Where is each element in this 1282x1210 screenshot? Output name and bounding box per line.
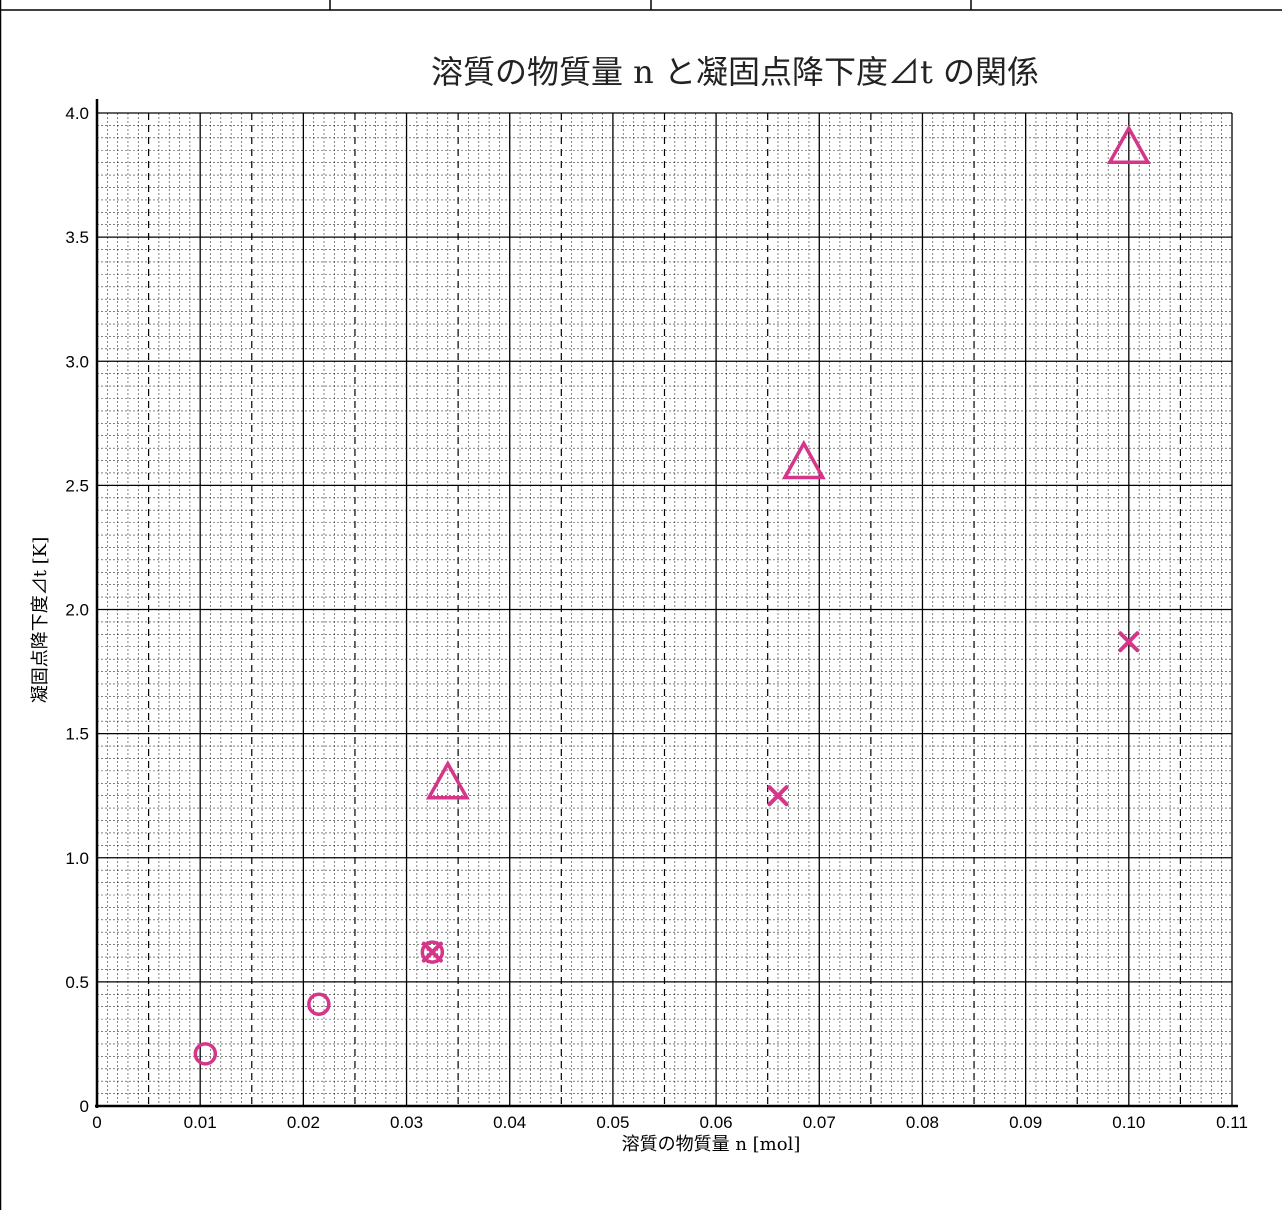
x-tick-labels: 0 0.01 0.02 0.03 0.04 0.05 0.06 0.07 0.08 0.09 0.1… (92, 1113, 1248, 1132)
chart-title: 溶質の物質量 n と凝固点降下度⊿t の関係 (431, 53, 1039, 91)
y-tick-labels: 0 0.5 1.0 1.5 2.0 2.5 3.0 3.5 4.0 (65, 104, 89, 1116)
y-tick-label: 0.5 (65, 973, 89, 992)
axes (95, 99, 1238, 1108)
x-tick-label: 0.04 (493, 1113, 526, 1132)
y-axis-label: 凝固点降下度⊿t [K] (30, 537, 51, 703)
cross-marker (767, 785, 789, 807)
y-tick-label: 1.5 (65, 725, 89, 744)
x-tick-label: 0.10 (1112, 1113, 1145, 1132)
cross-marker (1118, 631, 1140, 653)
cross-marker-stroke (1118, 631, 1140, 653)
y-tick-label: 3.0 (65, 352, 89, 371)
grid (96, 112, 1233, 1107)
x-axis-label: 溶質の物質量 n [mol] (622, 1134, 801, 1155)
x-tick-label: 0.09 (1009, 1113, 1042, 1132)
triangle-marker (425, 760, 470, 800)
cross-marker-stroke (767, 785, 789, 807)
y-tick-label: 1.0 (65, 849, 89, 868)
x-tick-label: 0.06 (700, 1113, 733, 1132)
triangle-marker (781, 439, 826, 480)
x-tick-label: 0.08 (906, 1113, 939, 1132)
y-tick-label: 0 (80, 1097, 89, 1116)
circle-marker (193, 1042, 218, 1066)
x-tick-label: 0.01 (184, 1113, 217, 1132)
x-tick-label: 0.11 (1216, 1113, 1248, 1132)
data-markers (193, 124, 1151, 1066)
x-tick-label: 0.07 (803, 1113, 836, 1132)
triangle-marker (1106, 124, 1151, 164)
x-tick-label: 0 (92, 1113, 101, 1132)
y-tick-label: 4.0 (65, 104, 89, 123)
y-tick-label: 2.0 (65, 601, 89, 620)
x-tick-label: 0.03 (390, 1113, 423, 1132)
cross-marker (421, 941, 443, 963)
y-tick-label: 3.5 (65, 228, 89, 247)
circle-marker (420, 940, 445, 964)
x-tick-label: 0.02 (287, 1113, 320, 1132)
y-tick-label: 2.5 (65, 476, 89, 495)
cross-marker-stroke (421, 941, 443, 963)
x-tick-label: 0.05 (596, 1113, 629, 1132)
circle-marker (307, 992, 331, 1016)
